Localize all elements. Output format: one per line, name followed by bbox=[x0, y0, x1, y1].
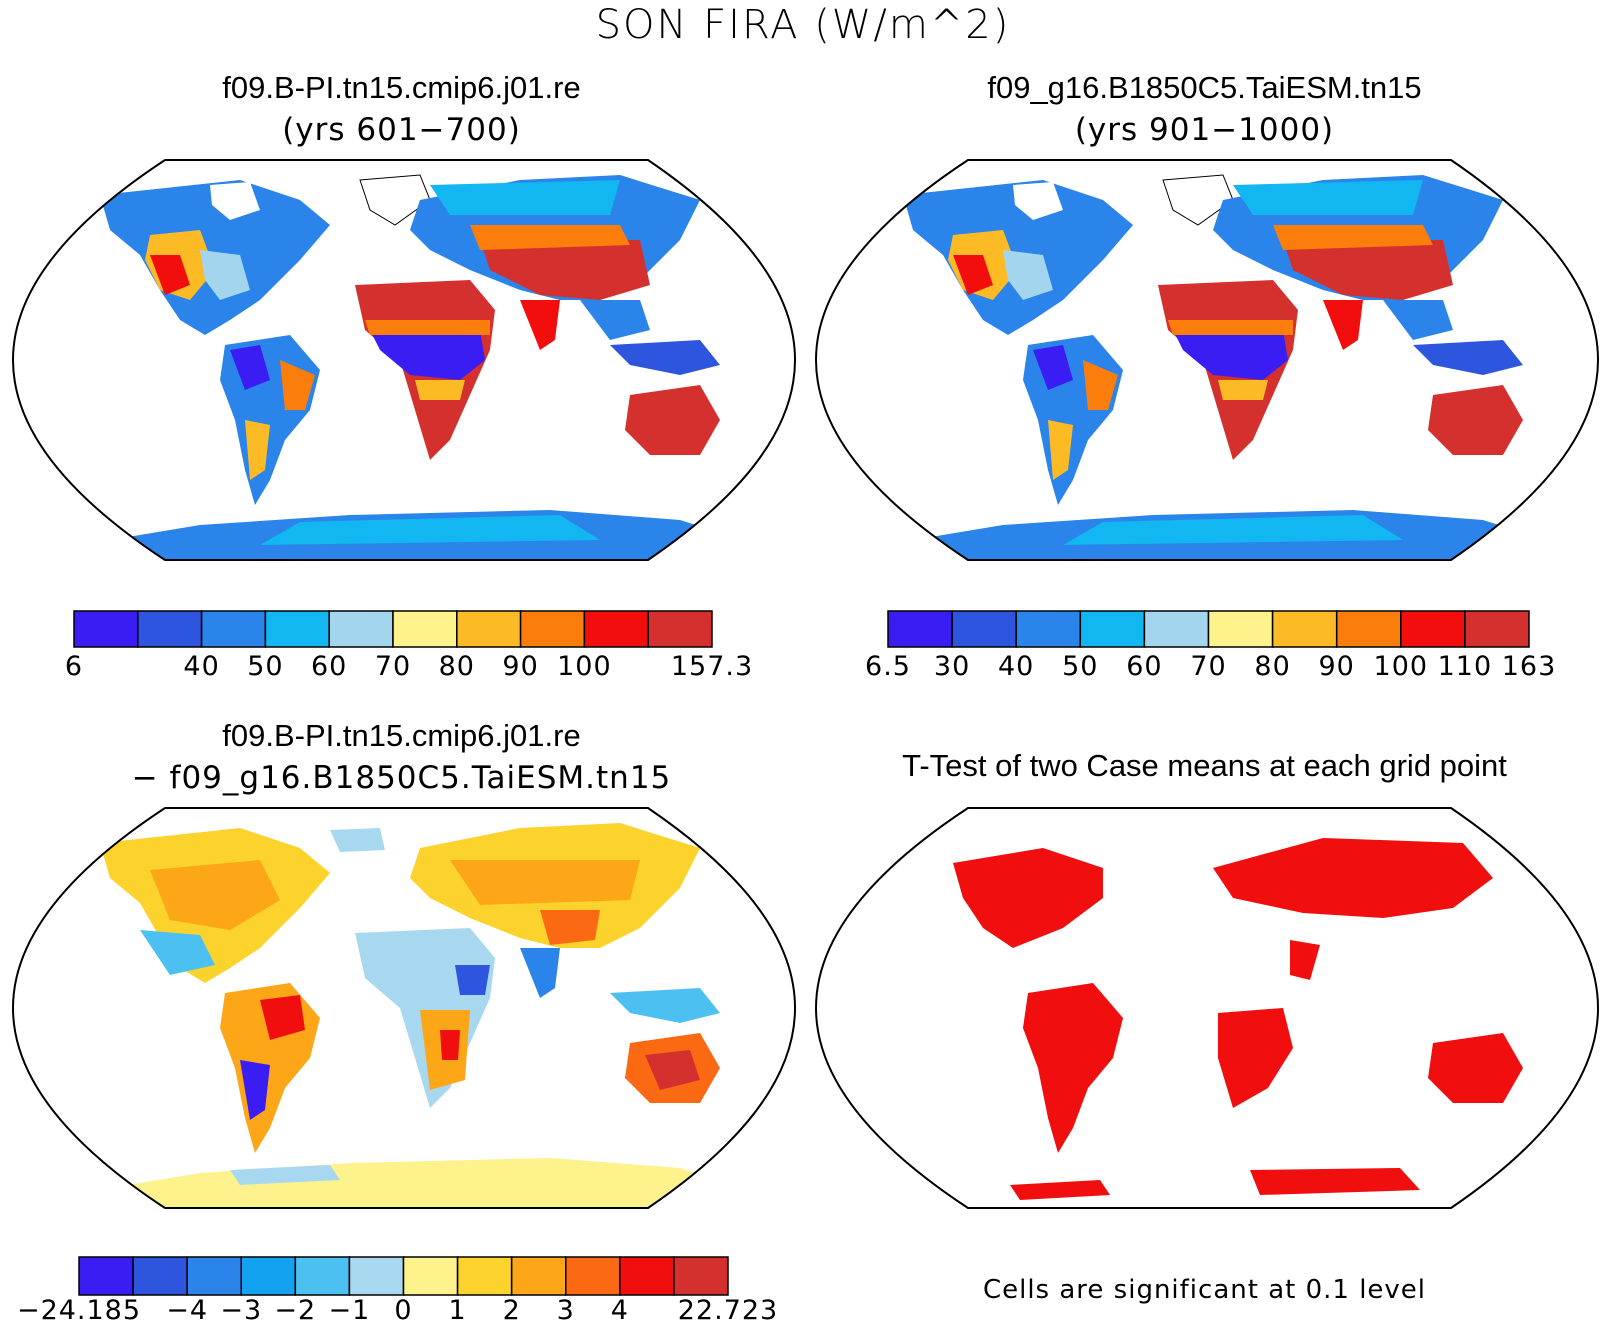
colorbar-tick-label: 157.3 bbox=[670, 651, 754, 682]
figure-title: SON FIRA (W/m^2) bbox=[595, 2, 1011, 48]
colorbar-swatch bbox=[294, 1256, 351, 1296]
colorbar-swatch bbox=[456, 1256, 513, 1296]
colorbar-swatch bbox=[1015, 610, 1082, 648]
colorbar-swatch bbox=[456, 610, 522, 648]
colorbar-top-right bbox=[887, 610, 1530, 648]
colorbar-tick-label: 80 bbox=[1254, 651, 1291, 682]
colorbar-swatch bbox=[78, 1256, 134, 1296]
panel-tr-subtitle: (yrs 901−1000) bbox=[1074, 112, 1335, 148]
colorbar-tick-label: −1 bbox=[328, 1295, 371, 1326]
colorbar-swatch bbox=[402, 1256, 459, 1296]
colorbar-tick-label: 100 bbox=[1373, 651, 1429, 682]
panel-tl-subtitle: (yrs 601−700) bbox=[282, 112, 521, 148]
map-panel-top-left bbox=[11, 159, 797, 561]
colorbar-tick-label: 3 bbox=[556, 1295, 575, 1326]
colorbar-swatch bbox=[565, 1256, 621, 1296]
colorbar-swatch bbox=[583, 610, 649, 648]
australia-land bbox=[625, 385, 720, 455]
colorbar-tick-label: 30 bbox=[933, 651, 971, 682]
colorbar-tick-label: 0 bbox=[394, 1295, 413, 1326]
colorbar-tick-label: 50 bbox=[247, 651, 284, 682]
map-panel-bottom-left bbox=[11, 807, 797, 1209]
panel-br-title: T-Test of two Case means at each grid po… bbox=[902, 748, 1507, 783]
colorbar-swatch bbox=[647, 610, 713, 648]
colorbar-tick-label: 40 bbox=[998, 651, 1035, 682]
panel-bl-subtitle: − f09_g16.B1850C5.TaiESM.tn15 bbox=[131, 760, 672, 796]
colorbar-swatch bbox=[132, 1256, 188, 1296]
colorbar-tick-label: −4 bbox=[166, 1295, 209, 1326]
panel-tl-title: f09.B-PI.tn15.cmip6.j01.re bbox=[222, 70, 581, 105]
colorbar-swatch bbox=[1400, 610, 1466, 648]
map-panel-top-right bbox=[814, 159, 1600, 561]
colorbar-tick-label: 163 bbox=[1501, 651, 1557, 682]
colorbar-tick-label: 2 bbox=[502, 1295, 521, 1326]
colorbar-tick-label: 90 bbox=[502, 651, 539, 682]
colorbar-swatch bbox=[1335, 610, 1402, 648]
colorbar-tick-label: −2 bbox=[274, 1295, 317, 1326]
colorbar-swatch bbox=[619, 1256, 675, 1296]
colorbar-tick-label: 90 bbox=[1318, 651, 1355, 682]
colorbar-tick-label: −3 bbox=[220, 1295, 263, 1326]
colorbar-tick-label: 80 bbox=[438, 651, 475, 682]
colorbar-swatch bbox=[1271, 610, 1338, 648]
colorbar-swatch bbox=[348, 1256, 405, 1296]
colorbar-tick-label: 110 bbox=[1437, 651, 1493, 682]
colorbar-swatch bbox=[392, 610, 458, 648]
significance-note: Cells are significant at 0.1 level bbox=[982, 1275, 1427, 1305]
colorbar-tick-label: −24.185 bbox=[16, 1295, 142, 1326]
colorbar-swatch bbox=[1464, 610, 1530, 648]
colorbar-tick-label: 60 bbox=[1126, 651, 1163, 682]
colorbar-tick-label: 60 bbox=[311, 651, 348, 682]
colorbar-swatch bbox=[73, 610, 139, 648]
colorbar-tick-label: 4 bbox=[610, 1295, 629, 1326]
colorbar-swatch bbox=[1079, 610, 1146, 648]
map-panel-bottom-right bbox=[814, 807, 1600, 1209]
colorbar-swatch bbox=[510, 1256, 567, 1296]
colorbar-swatch bbox=[200, 610, 267, 648]
panel-tr-title: f09_g16.B1850C5.TaiESM.tn15 bbox=[987, 70, 1422, 105]
colorbar-swatch bbox=[186, 1256, 243, 1296]
colorbar-swatch bbox=[951, 610, 1017, 648]
colorbar-swatch bbox=[1143, 610, 1210, 648]
panel-bl-title: f09.B-PI.tn15.cmip6.j01.re bbox=[222, 718, 581, 753]
colorbar-tick-label: 6.5 bbox=[865, 651, 911, 682]
colorbar-swatch bbox=[887, 610, 953, 648]
colorbar-tick-label: 40 bbox=[183, 651, 220, 682]
colorbar-tick-label: 70 bbox=[374, 651, 412, 682]
colorbar-top-left bbox=[73, 610, 713, 648]
colorbar-swatch bbox=[240, 1256, 297, 1296]
colorbar-swatch bbox=[519, 610, 586, 648]
colorbar-tick-label: 70 bbox=[1190, 651, 1227, 682]
colorbar-swatch bbox=[673, 1256, 729, 1296]
colorbar-swatch bbox=[1207, 610, 1274, 648]
colorbar-swatch bbox=[264, 610, 330, 648]
colorbar-tick-label: 100 bbox=[557, 651, 612, 682]
colorbar-bottom-left bbox=[78, 1256, 729, 1296]
colorbar-swatch bbox=[137, 610, 203, 648]
colorbar-tick-label: 50 bbox=[1062, 651, 1099, 682]
colorbar-tick-label: 22.723 bbox=[677, 1295, 779, 1326]
colorbar-tick-label: 6 bbox=[64, 651, 84, 682]
colorbar-tick-label: 1 bbox=[448, 1295, 467, 1326]
colorbar-swatch bbox=[328, 610, 394, 648]
